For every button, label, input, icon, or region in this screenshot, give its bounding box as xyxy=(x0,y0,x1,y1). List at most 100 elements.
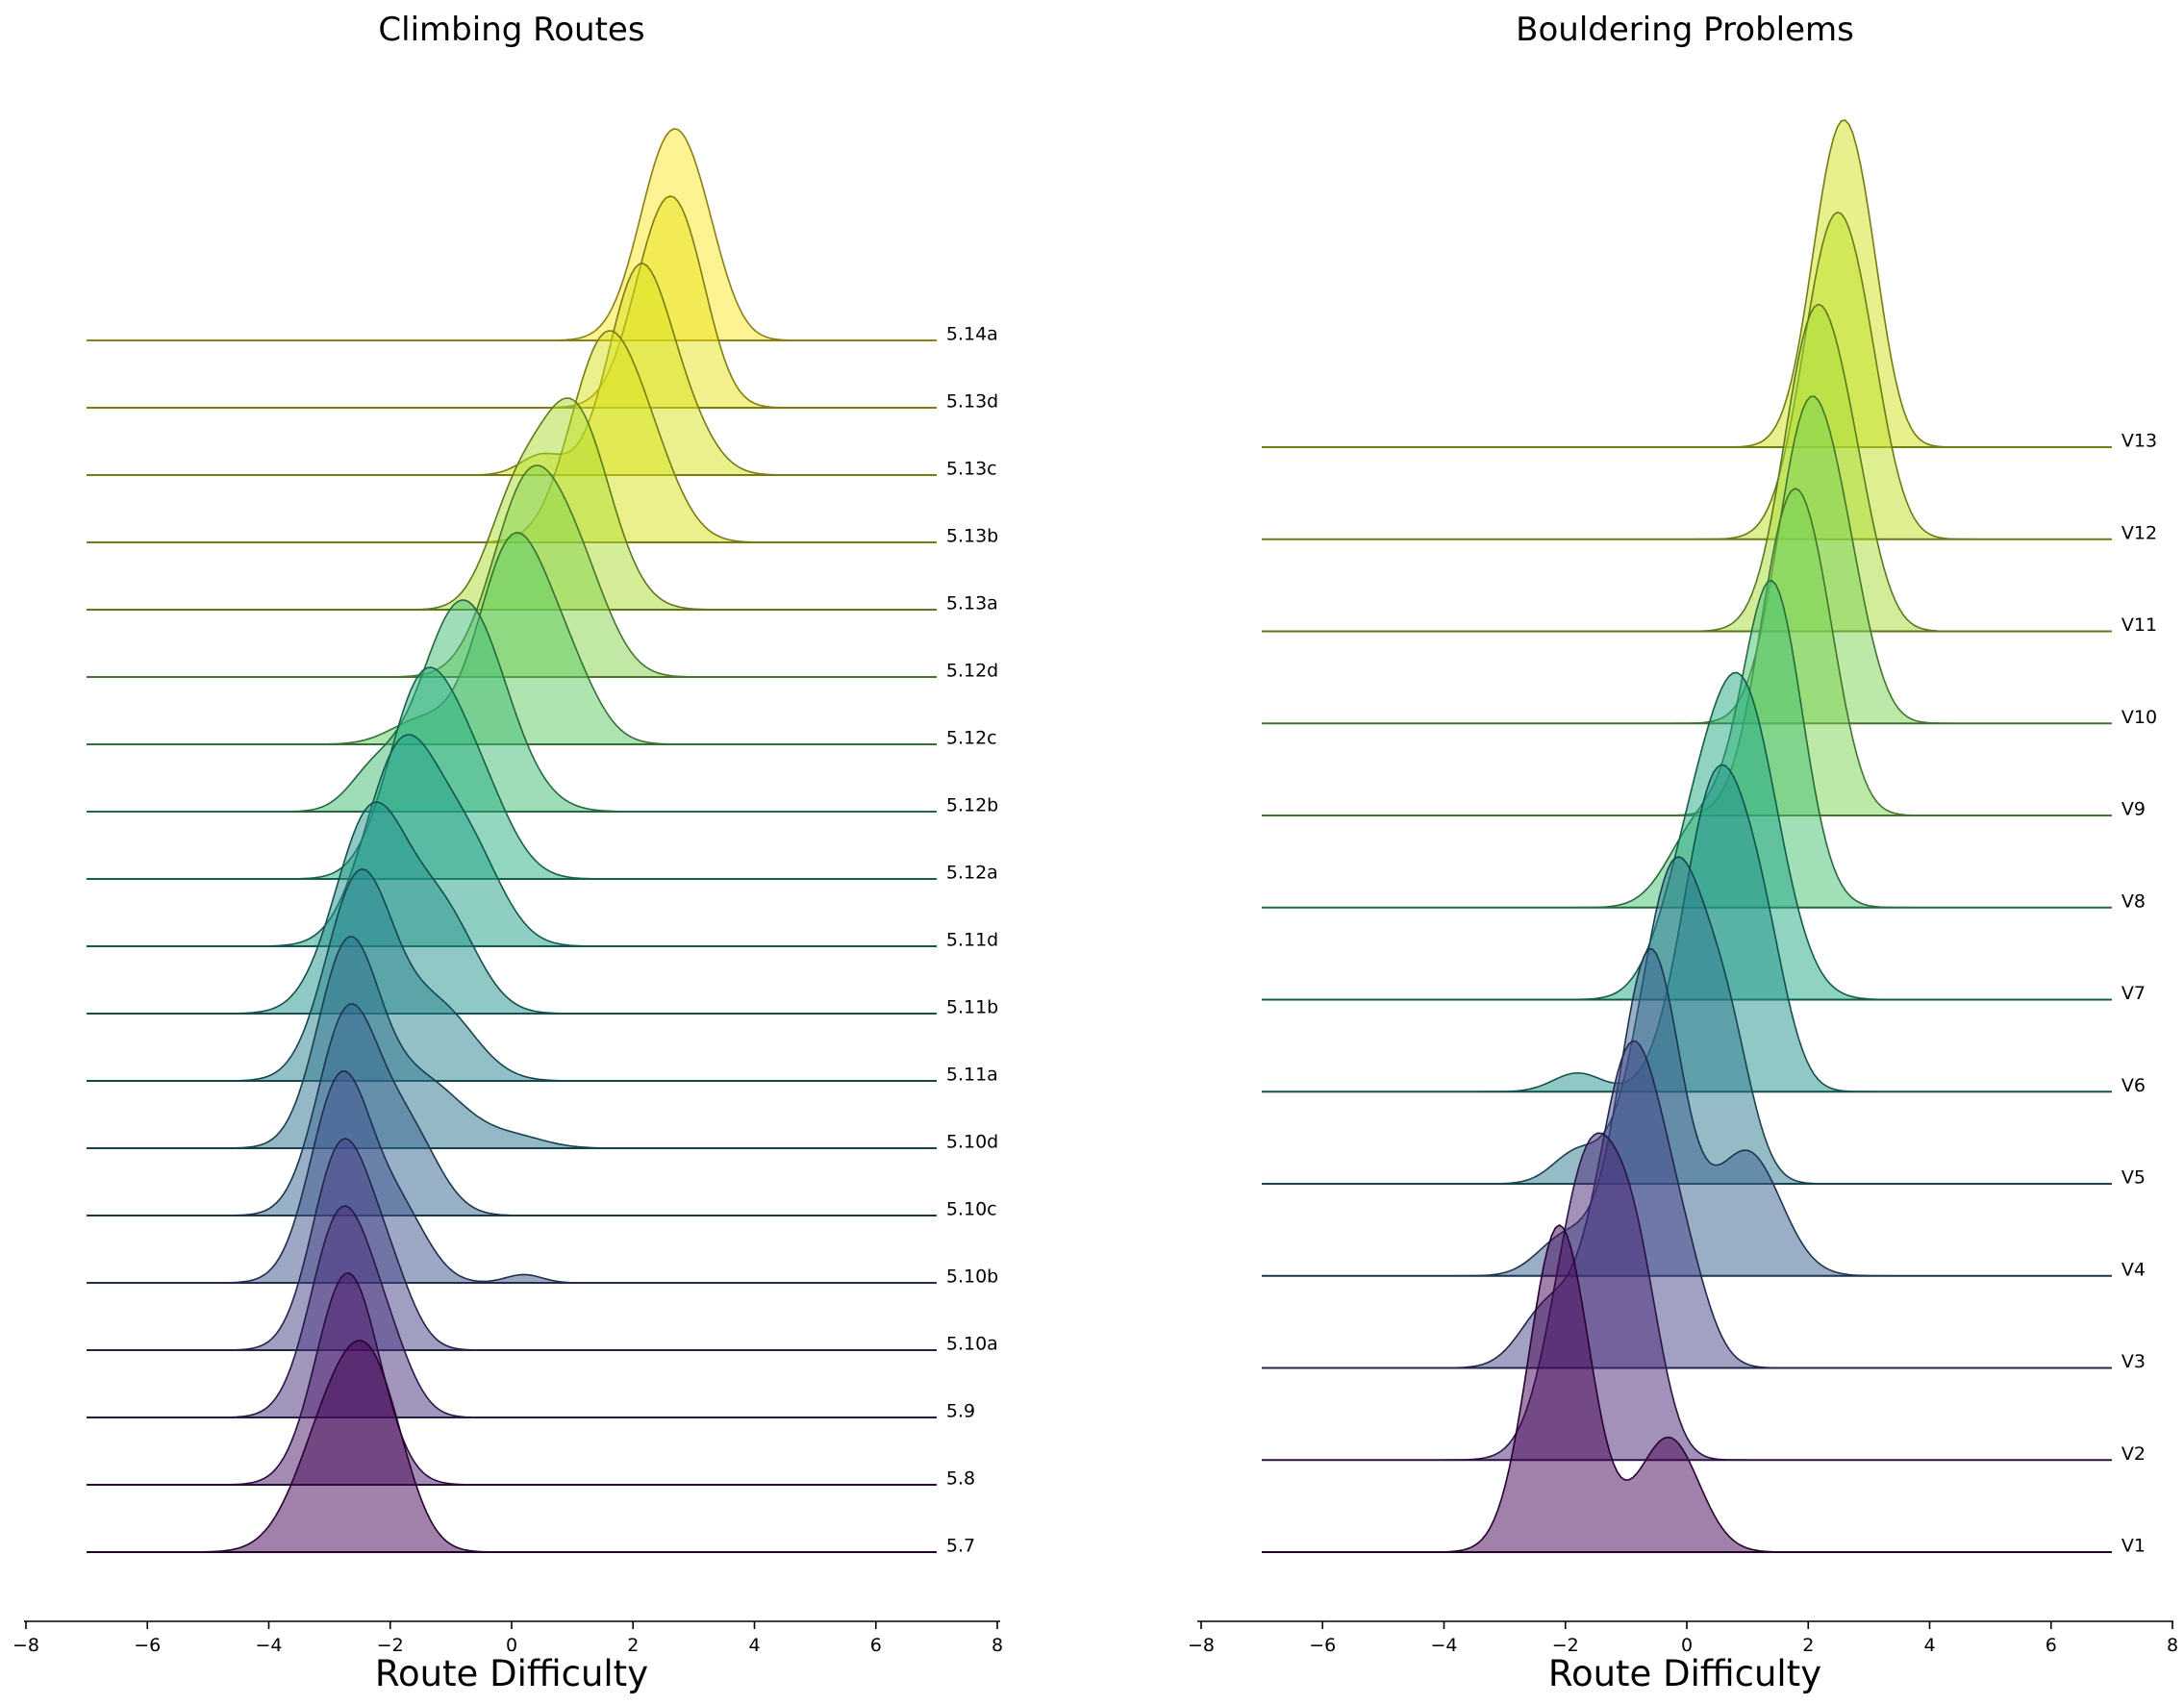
x-tick-label: 4 xyxy=(1923,1635,1935,1656)
row-label: V13 xyxy=(2121,431,2157,452)
ridge-area xyxy=(87,937,937,1148)
ridge-5-10c xyxy=(87,1003,937,1216)
ridge-area xyxy=(1262,948,2112,1276)
x-tick-label: 2 xyxy=(627,1635,639,1656)
x-tick-label: −6 xyxy=(134,1635,161,1656)
ridge-v9 xyxy=(1262,488,2112,816)
ridge-outline xyxy=(87,1138,937,1351)
ridge-outline xyxy=(1262,488,2112,816)
ridge-5-7 xyxy=(87,1340,937,1553)
row-label: 5.14a xyxy=(946,324,998,345)
ridge-area xyxy=(87,869,937,1081)
ridge-outline xyxy=(87,1340,937,1553)
ridge-v13 xyxy=(1262,119,2112,448)
row-label: V3 xyxy=(2121,1351,2146,1372)
ridge-v3 xyxy=(1262,1040,2112,1369)
ridge-outline xyxy=(87,1003,937,1216)
x-tick-label: 4 xyxy=(748,1635,760,1656)
row-label: V1 xyxy=(2121,1536,2146,1557)
x-ticks: −8 −6 −4 −2 0 2 4 6 8 xyxy=(13,1621,1003,1656)
ridge-5-13c xyxy=(87,263,937,476)
row-label: 5.10b xyxy=(946,1266,998,1288)
ridge-area xyxy=(87,1139,937,1350)
ridge-area xyxy=(1262,120,2112,447)
ridge-outline xyxy=(1262,303,2112,633)
row-label: V11 xyxy=(2121,614,2157,636)
row-label: 5.13a xyxy=(946,593,998,614)
ridge-area xyxy=(87,196,937,408)
ridge-5-14a xyxy=(87,128,937,341)
ridge-v11 xyxy=(1262,303,2112,633)
ridge-area xyxy=(1262,857,2112,1184)
ridge-area xyxy=(87,533,937,744)
ridge-5-13d xyxy=(87,195,937,409)
ridge-area xyxy=(87,667,937,879)
row-label: 5.12b xyxy=(946,795,998,816)
ridge-area xyxy=(1262,1041,2112,1368)
x-tick-label: −8 xyxy=(13,1635,39,1656)
row-labels: 5.14a 5.13d 5.13c 5.13b 5.13a 5.12d 5.12c 5.12b… xyxy=(946,324,998,1557)
x-tick-label: 0 xyxy=(1681,1635,1693,1656)
ridge-5-11b xyxy=(87,801,937,1015)
x-tick-label: −6 xyxy=(1309,1635,1336,1656)
row-label: 5.7 xyxy=(946,1536,975,1557)
ridge-area xyxy=(87,1341,937,1552)
row-label: V6 xyxy=(2121,1075,2146,1096)
row-label: V4 xyxy=(2121,1259,2146,1280)
row-label: 5.13b xyxy=(946,526,998,547)
row-label: 5.12a xyxy=(946,863,998,884)
ridge-5-11d xyxy=(87,734,937,947)
panel-climbing-routes: Climbing Routes 5.14a 5.13d 5.13c 5.13b 5.13… xyxy=(13,11,1003,1694)
ridge-area xyxy=(87,600,937,812)
ridge-area xyxy=(87,1273,937,1485)
x-tick-label: −8 xyxy=(1188,1635,1215,1656)
ridge-area xyxy=(1262,672,2112,1000)
ridge-area xyxy=(1262,304,2112,632)
row-label: 5.9 xyxy=(946,1401,975,1422)
row-label: V5 xyxy=(2121,1167,2146,1189)
ridge-area xyxy=(1262,489,2112,815)
row-label: 5.13d xyxy=(946,391,998,413)
ridge-outline xyxy=(1262,119,2112,448)
ridge-area xyxy=(1262,1225,2112,1552)
row-label: V10 xyxy=(2121,707,2157,728)
x-tick-label: 8 xyxy=(2167,1635,2178,1656)
ridge-outline xyxy=(87,868,937,1082)
x-ticks: −8 −6 −4 −2 0 2 4 6 8 xyxy=(1188,1621,2178,1656)
ridge-outline xyxy=(87,128,937,341)
chart-title: Climbing Routes xyxy=(378,11,644,49)
ridge-5-8 xyxy=(87,1272,937,1486)
row-labels: V13 V12 V11 V10 V9 V8 V7 V6 V5 V4 V3 V2 V1 xyxy=(2121,431,2157,1557)
row-label: V12 xyxy=(2121,522,2157,543)
row-label: 5.10d xyxy=(946,1132,998,1153)
ridge-5-12a xyxy=(87,666,937,880)
x-tick-label: 0 xyxy=(506,1635,517,1656)
x-tick-label: −4 xyxy=(255,1635,282,1656)
x-tick-label: −2 xyxy=(1552,1635,1579,1656)
row-label: 5.10c xyxy=(946,1199,997,1220)
ridge-outline xyxy=(1262,395,2112,725)
ridge-5-10a xyxy=(87,1138,937,1351)
ridge-v10 xyxy=(1262,395,2112,725)
chart-title: Bouldering Problems xyxy=(1516,11,1854,49)
ridge-outline xyxy=(87,936,937,1149)
x-tick-label: −2 xyxy=(377,1635,404,1656)
ridge-5-10d xyxy=(87,936,937,1149)
row-label: 5.12d xyxy=(946,661,998,682)
row-label: 5.13c xyxy=(946,459,997,480)
row-label: V9 xyxy=(2121,799,2146,820)
ridges xyxy=(1262,119,2112,1553)
ridge-outline xyxy=(87,263,937,476)
ridge-5-11a xyxy=(87,868,937,1082)
x-axis-label: Route Difficulty xyxy=(1548,1653,1821,1694)
x-tick-label: 6 xyxy=(870,1635,882,1656)
ridge-outline xyxy=(87,195,937,409)
ridge-v1 xyxy=(1262,1224,2112,1553)
row-label: 5.11b xyxy=(946,997,998,1018)
row-label: V7 xyxy=(2121,983,2146,1004)
ridges xyxy=(87,128,937,1553)
row-label: 5.11d xyxy=(946,930,998,951)
ridge-outline xyxy=(87,1272,937,1486)
ridge-5-12b xyxy=(87,599,937,813)
